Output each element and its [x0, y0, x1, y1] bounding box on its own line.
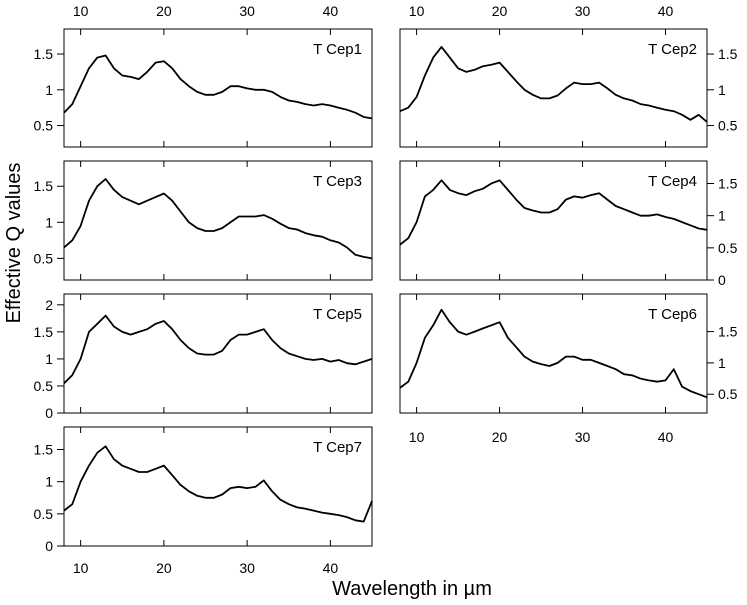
- panel-frame: [399, 160, 708, 281]
- y-tick-label: 1.5: [34, 178, 54, 194]
- x-tick-label: 10: [73, 3, 89, 19]
- y-tick-label: 1.5: [718, 176, 738, 192]
- panel-frame: [63, 293, 373, 414]
- x-tick-label: 10: [409, 429, 425, 445]
- y-tick-label: 1.5: [34, 442, 54, 458]
- y-tick-label: 1: [718, 82, 726, 98]
- y-tick-label: 1.5: [34, 324, 54, 340]
- x-tick-label: 40: [658, 429, 674, 445]
- y-tick-label: 1: [45, 351, 53, 367]
- y-tick-label: 0.5: [718, 118, 738, 134]
- y-tick-label: 0: [45, 538, 53, 554]
- y-tick-label: 1: [718, 208, 726, 224]
- spectrum-line: [63, 54, 373, 120]
- x-tick-label: 40: [323, 3, 339, 19]
- panel-frame: [399, 293, 708, 414]
- y-tick-label: 0.5: [718, 240, 738, 256]
- x-tick-label: 40: [658, 3, 674, 19]
- spectrum-line: [399, 179, 708, 246]
- y-tick-label: 1: [718, 355, 726, 371]
- y-tick-label: 0.5: [34, 506, 54, 522]
- spectrum-line: [63, 314, 373, 384]
- y-tick-label: 0: [45, 405, 53, 421]
- x-tick-label: 20: [156, 560, 172, 576]
- x-tick-label: 10: [73, 560, 89, 576]
- spectrum-line: [399, 308, 708, 399]
- x-tick-label: 20: [492, 3, 508, 19]
- x-tick-label: 30: [239, 560, 255, 576]
- y-tick-label: 0.5: [34, 118, 54, 134]
- y-axis-label: Effective Q values: [3, 163, 25, 324]
- spectrum-line: [399, 46, 708, 123]
- panel-frame: [63, 160, 373, 281]
- panel-label: T Cep3: [313, 173, 362, 190]
- y-tick-label: 1: [45, 214, 53, 230]
- x-tick-label: 10: [409, 3, 425, 19]
- panel-frame: [63, 28, 373, 148]
- panel-frame: [63, 426, 373, 547]
- x-tick-label: 30: [575, 3, 591, 19]
- y-tick-label: 1.5: [34, 46, 54, 62]
- y-tick-label: 0.5: [34, 250, 54, 266]
- x-tick-label: 30: [239, 3, 255, 19]
- y-tick-label: 0: [718, 272, 726, 288]
- x-tick-label: 40: [323, 560, 339, 576]
- y-tick-label: 1: [45, 474, 53, 490]
- spectrum-line: [63, 445, 373, 523]
- y-tick-label: 1: [45, 82, 53, 98]
- x-tick-label: 30: [575, 429, 591, 445]
- y-tick-label: 2: [45, 297, 53, 313]
- y-tick-label: 1.5: [718, 46, 738, 62]
- y-tick-label: 0.5: [718, 386, 738, 402]
- panel-label: T Cep4: [648, 173, 697, 190]
- x-tick-label: 20: [156, 3, 172, 19]
- y-tick-label: 0.5: [34, 378, 54, 394]
- x-axis-label: Wavelength in µm: [332, 578, 492, 600]
- panel-label: T Cep7: [313, 439, 362, 456]
- y-tick-label: 1.5: [718, 324, 738, 340]
- panel-label: T Cep1: [313, 41, 362, 58]
- x-tick-label: 20: [492, 429, 508, 445]
- panel-frame: [399, 28, 708, 148]
- spectrum-line: [63, 178, 373, 260]
- panel-label: T Cep5: [313, 306, 362, 323]
- panel-label: T Cep2: [648, 41, 697, 58]
- panel-label: T Cep6: [648, 306, 697, 323]
